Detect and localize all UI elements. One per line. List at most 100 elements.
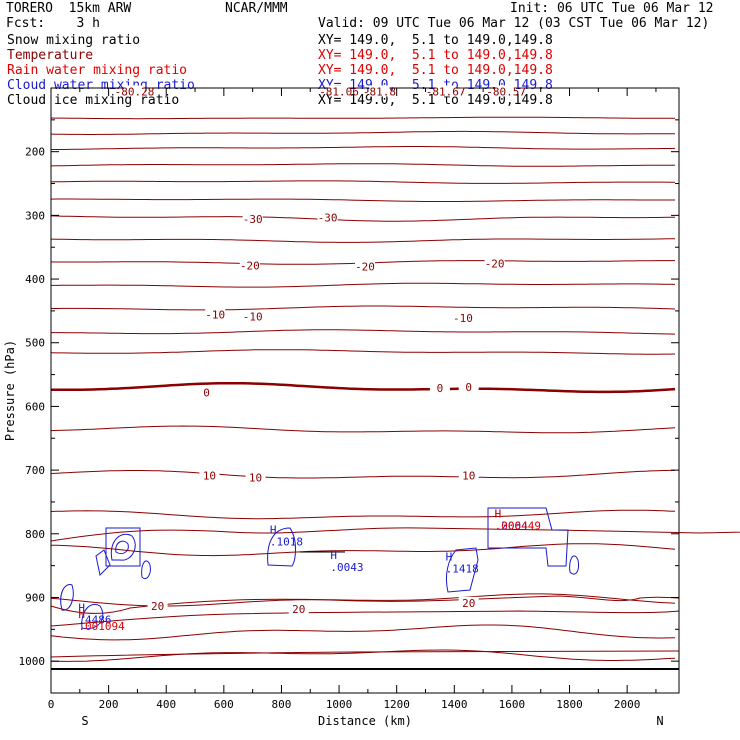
isotherm-line — [50, 180, 675, 184]
isotherm-label-bg — [458, 380, 479, 392]
isotherm-line — [51, 305, 676, 311]
y-axis-label: Pressure (hPa) — [3, 340, 17, 441]
isotherm-label: 0 — [203, 387, 210, 400]
isotherm-line — [50, 349, 676, 355]
x-end-label-north: N — [656, 714, 663, 728]
isotherm-label-bg — [429, 382, 450, 394]
field-name-temperature: Temperature — [7, 48, 94, 63]
max-value-label: .4486 — [78, 614, 111, 627]
isotherm-line — [50, 425, 676, 434]
cloud-water-contour — [110, 533, 136, 561]
x-tick-label: 200 — [99, 698, 119, 711]
cloud-water-contour — [115, 540, 129, 555]
valid-time: Valid: 09 UTC Tue 06 Mar 12 (03 CST Tue … — [318, 16, 710, 31]
max-marker: H — [495, 507, 502, 520]
max-value-label: .1418 — [446, 563, 479, 576]
isotherm-label-bg — [317, 211, 338, 223]
y-tick-label: 400 — [25, 273, 45, 286]
isotherm-label-bg — [242, 212, 263, 224]
forecast-hour: Fcst: 3 h — [6, 16, 100, 31]
isotherm-label: -10 — [205, 308, 225, 321]
isotherm-line — [50, 650, 680, 658]
isotherm-label: -30 — [318, 212, 338, 225]
isotherm-label: -80.57 — [486, 85, 526, 98]
isotherm-line — [51, 329, 676, 335]
isotherm-label: 0 — [437, 382, 444, 395]
cloud-water-contour — [569, 555, 579, 575]
cloud-water-contour — [60, 584, 74, 611]
isotherm-label: -30 — [243, 213, 263, 226]
isotherm-label-bg — [242, 310, 263, 322]
y-tick-label: 700 — [25, 464, 45, 477]
max-value-label: .0043 — [330, 561, 363, 574]
isotherm-label-bg — [496, 85, 517, 97]
isotherm-line — [50, 238, 676, 243]
isotherm-label-bg — [124, 85, 145, 97]
isotherm-line — [50, 610, 680, 627]
x-tick-label: 1000 — [326, 698, 353, 711]
isotherm-label-bg — [435, 85, 456, 97]
y-tick-label: 500 — [25, 337, 45, 350]
y-tick-label: 200 — [25, 146, 45, 159]
x-tick-label: 1800 — [556, 698, 583, 711]
isotherm-label-bg — [484, 257, 505, 269]
isotherm-line — [50, 381, 676, 394]
max-marker: H — [270, 523, 277, 536]
isotherm-label-bg — [239, 259, 260, 271]
xy-temperature: XY= 149.0, 5.1 to 149.0,149.8 — [318, 48, 553, 63]
isotherm-line — [50, 163, 675, 167]
x-tick-label: 1200 — [383, 698, 410, 711]
isotherm-line — [50, 624, 676, 641]
isotherm-label: 0 — [465, 381, 472, 394]
isotherm-label: 20 — [151, 600, 164, 613]
y-tick-label: 1000 — [19, 655, 46, 668]
xy-rain: XY= 149.0, 5.1 to 149.0,149.8 — [318, 63, 553, 78]
isotherm-line — [50, 649, 676, 662]
isotherm-label: -81.8 — [363, 85, 396, 98]
isotherm-line — [50, 198, 675, 202]
y-tick-label: 300 — [25, 209, 45, 222]
max-marker: H — [78, 608, 85, 621]
y-tick-label: 800 — [25, 528, 45, 541]
x-tick-label: 800 — [272, 698, 292, 711]
plot-frame — [50, 87, 680, 694]
max-value-label: .1018 — [270, 535, 303, 548]
isotherm-line — [50, 527, 740, 542]
max-value-label: .000449 — [495, 519, 541, 532]
isotherm-line — [50, 543, 676, 557]
isotherm-line — [50, 509, 676, 520]
isotherm-label-bg — [199, 469, 220, 481]
isotherm-label-bg — [355, 260, 375, 272]
isotherm-label-bg — [205, 308, 226, 320]
isotherm-line — [50, 593, 676, 607]
x-tick-label: 1600 — [499, 698, 526, 711]
isotherm-line — [51, 282, 676, 288]
y-tick-label: 900 — [25, 591, 45, 604]
isotherm-label: -20 — [240, 259, 260, 272]
isotherm-label-bg — [147, 600, 168, 612]
isotherm-line — [51, 146, 676, 150]
model-title: TORERO 15km ARW — [6, 1, 132, 16]
cloud-water-contour — [445, 547, 479, 593]
isotherm-label: -10 — [453, 312, 473, 325]
isotherm-label-bg — [196, 386, 217, 398]
max-value-label: .2064 — [495, 519, 528, 532]
isotherm-label-bg — [452, 312, 473, 324]
isotherm-line — [50, 116, 675, 120]
isotherm-label-bg — [369, 85, 390, 97]
isotherm-label: -20 — [485, 257, 505, 270]
isotherm-line — [50, 595, 680, 614]
isotherm-label-bg — [245, 471, 266, 483]
x-tick-label: 0 — [48, 698, 55, 711]
cloud-water-contour — [95, 549, 111, 577]
max-marker: H — [78, 602, 85, 615]
max-marker: H — [446, 551, 453, 564]
x-tick-label: 2000 — [614, 698, 641, 711]
isotherm-label-bg — [458, 596, 479, 608]
isotherm-label: 20 — [462, 597, 475, 610]
field-name-rain: Rain water mixing ratio — [7, 63, 188, 78]
isotherm-label: -80.28 — [115, 85, 155, 98]
isotherm-label: 20 — [292, 603, 305, 616]
isotherm-label-bg — [329, 85, 350, 97]
